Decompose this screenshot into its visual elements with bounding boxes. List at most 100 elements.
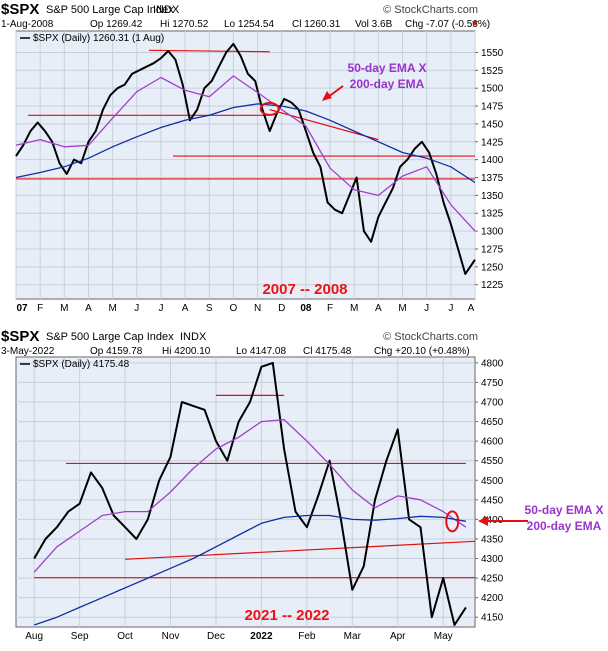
x-tick-label: A — [375, 303, 382, 314]
annotation-ema-cross: 50-day EMA X 200-day EMA — [322, 61, 426, 101]
x-tick-label: N — [254, 303, 261, 314]
y-tick-label: 1325 — [481, 209, 504, 220]
x-tick-label: M — [108, 303, 116, 314]
chart-exchange: INDX — [153, 4, 180, 16]
y-tick-label: 4600 — [481, 437, 504, 448]
header-high: Hi 1270.52 — [160, 19, 209, 30]
chart-exchange: INDX — [180, 331, 207, 343]
header-close: Cl 1260.31 — [292, 19, 341, 30]
x-tick-label: A — [182, 303, 189, 314]
series-line-ema200 — [15, 103, 476, 184]
x-tick-label: M — [398, 303, 406, 314]
crossover-circle — [445, 510, 460, 533]
annotation-line-2: 200-day EMA — [527, 519, 602, 533]
x-axis: 07 F M A M J J A S O N D 08 F M A M J J A — [16, 303, 474, 314]
x-tick-label: F — [37, 303, 43, 314]
x-tick-label: J — [158, 303, 163, 314]
y-tick-label: 4250 — [481, 574, 504, 585]
arrow-head-icon — [478, 516, 488, 526]
y-tick-label: 1475 — [481, 102, 504, 113]
x-tick-label: J — [424, 303, 429, 314]
chart-title: $SPX — [1, 1, 39, 18]
annotation-line-2: 200-day EMA — [350, 77, 425, 91]
x-tick-label: Mar — [344, 631, 362, 642]
series-line-price — [33, 361, 467, 626]
x-tick-label: M — [60, 303, 68, 314]
annotation-arrow — [327, 85, 344, 98]
down-arrow-icon — [472, 21, 478, 26]
y-tick-label: 4550 — [481, 456, 504, 467]
header-open: Op 1269.42 — [90, 19, 143, 30]
y-tick-label: 1450 — [481, 119, 504, 130]
y-tick-label: 1525 — [481, 66, 504, 77]
period-label: 2007 -- 2008 — [262, 281, 347, 298]
x-tick-label: A — [468, 303, 475, 314]
header-change: Chg +20.10 (+0.48%) — [374, 346, 470, 357]
legend-label: $SPX (Daily) 1260.31 (1 Aug) — [33, 33, 164, 44]
x-tick-label: 08 — [300, 303, 312, 314]
x-tick-label: May — [434, 631, 453, 642]
y-tick-label: 1250 — [481, 262, 504, 273]
brand-label: © StockCharts.com — [383, 331, 478, 343]
brand-label: © StockCharts.com — [383, 4, 478, 16]
y-tick-label: 4500 — [481, 476, 504, 487]
chart-subtitle: S&P 500 Large Cap Index — [46, 331, 174, 343]
annotation-ema-cross: 50-day EMA X 200-day EMA — [478, 503, 603, 533]
x-tick-label: J — [134, 303, 139, 314]
x-tick-label: F — [327, 303, 333, 314]
header-change: Chg -7.07 (-0.56%) — [405, 19, 490, 30]
chart-subtitle: S&P 500 Large Cap Index — [46, 4, 174, 16]
x-tick-label: Apr — [390, 631, 406, 642]
x-tick-label: Sep — [71, 631, 89, 642]
x-tick-label: O — [230, 303, 238, 314]
x-tick-label: M — [350, 303, 358, 314]
header-close: Cl 4175.48 — [303, 346, 352, 357]
period-label: 2021 -- 2022 — [244, 607, 329, 624]
x-tick-label: 07 — [16, 303, 28, 314]
y-tick-label: 1500 — [481, 84, 504, 95]
x-tick-label: Feb — [298, 631, 316, 642]
x-tick-label: Oct — [117, 631, 133, 642]
chart-title: $SPX — [1, 328, 39, 345]
y-tick-label: 1300 — [481, 227, 504, 238]
series-line-ema50 — [33, 418, 467, 573]
header-date: 3-May-2022 — [1, 346, 55, 357]
crossover-circle — [259, 101, 280, 116]
header-open: Op 4159.78 — [90, 346, 143, 357]
y-tick-label: 4800 — [481, 358, 504, 369]
x-axis: Aug Sep Oct Nov Dec 2022 Feb Mar Apr May — [25, 631, 452, 642]
y-tick-label: 1275 — [481, 244, 504, 255]
header-date: 1-Aug-2008 — [1, 19, 54, 30]
y-tick-label: 4300 — [481, 554, 504, 565]
x-tick-label: Dec — [207, 631, 225, 642]
x-tick-label: J — [448, 303, 453, 314]
series-lines — [15, 42, 476, 275]
y-tick-label: 1400 — [481, 155, 504, 166]
chart-panel-2007-2008: $SPX S&P 500 Large Cap Index INDX © Stoc… — [0, 0, 608, 318]
x-tick-label: A — [85, 303, 92, 314]
trendline — [125, 540, 476, 560]
x-tick-label: S — [206, 303, 213, 314]
y-tick-label: 4350 — [481, 534, 504, 545]
series-line-ema50 — [15, 75, 476, 232]
trendline — [269, 109, 379, 141]
y-tick-label: 4150 — [481, 613, 504, 624]
y-tick-label: 4450 — [481, 495, 504, 506]
header-high: Hi 4200.10 — [162, 346, 211, 357]
y-tick-label: 1225 — [481, 280, 504, 291]
legend: $SPX (Daily) 1260.31 (1 Aug) — [20, 33, 164, 44]
gridlines — [15, 31, 476, 299]
arrow-head-icon — [322, 91, 332, 101]
annotation-line-1: 50-day EMA X — [525, 503, 604, 517]
header-low: Lo 4147.08 — [236, 346, 286, 357]
chart-panel-2021-2022: $SPX S&P 500 Large Cap Index INDX © Stoc… — [1, 328, 603, 642]
header-low: Lo 1254.54 — [224, 19, 274, 30]
x-tick-label: Nov — [162, 631, 180, 642]
annotation-line-1: 50-day EMA X — [348, 61, 427, 75]
y-tick-label: 4750 — [481, 378, 504, 389]
y-tick-label: 4650 — [481, 417, 504, 428]
x-tick-label: Aug — [25, 631, 43, 642]
legend: $SPX (Daily) 4175.48 — [20, 359, 130, 370]
y-axis: 4150420042504300435044004450450045504600… — [475, 358, 504, 624]
